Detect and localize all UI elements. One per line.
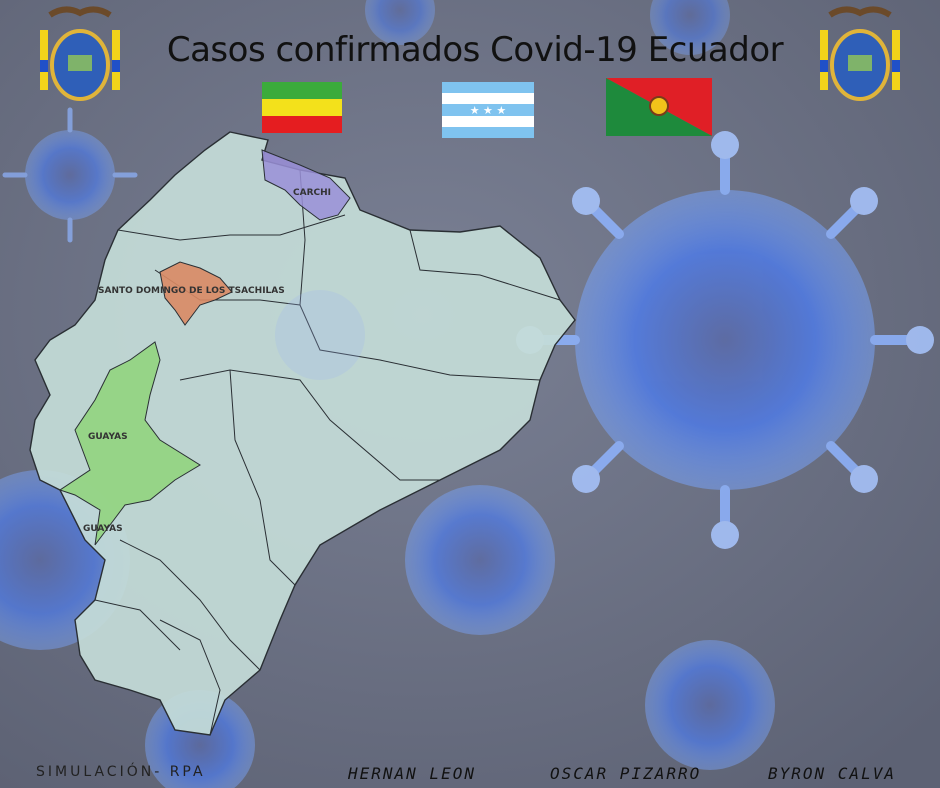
province-borders bbox=[94, 169, 561, 736]
author-byron-calva: BYRON CALVA bbox=[768, 764, 896, 783]
label-carchi: CARCHI bbox=[293, 188, 331, 198]
province-santo-domingo bbox=[159, 261, 233, 326]
province-guayas bbox=[58, 341, 201, 546]
ecuador-map: CARCHI SANTO DOMINGO DE LOS TSACHILAS GU… bbox=[29, 131, 576, 736]
author-oscar-pizarro: OSCAR PIZARRO bbox=[550, 764, 702, 783]
province-carchi bbox=[261, 149, 351, 221]
page-title: Casos confirmados Covid-19 Ecuador bbox=[166, 30, 784, 70]
flag-guayas-icon: ★ ★ ★ bbox=[442, 82, 534, 138]
virus-overlay-center bbox=[275, 290, 365, 380]
virus-decoration-top-left bbox=[2, 107, 138, 243]
coat-of-arms-right-icon bbox=[820, 6, 900, 101]
label-guayas-south: GUAYAS bbox=[83, 524, 123, 534]
label-santo-domingo: SANTO DOMINGO DE LOS TSACHILAS bbox=[98, 286, 285, 296]
simulation-label: SIMULACIÓN- RPA bbox=[36, 764, 206, 780]
virus-decoration-top-center bbox=[365, 0, 730, 55]
flag-santo-domingo-icon bbox=[262, 82, 342, 133]
flag-carchi-icon bbox=[606, 78, 712, 136]
virus-decoration-large bbox=[516, 131, 934, 549]
author-hernan-leon: HERNAN LEON bbox=[348, 764, 476, 783]
svg-text:★ ★ ★: ★ ★ ★ bbox=[470, 104, 507, 117]
coat-of-arms-left-icon bbox=[40, 6, 120, 101]
label-guayas-north: GUAYAS bbox=[88, 432, 128, 442]
